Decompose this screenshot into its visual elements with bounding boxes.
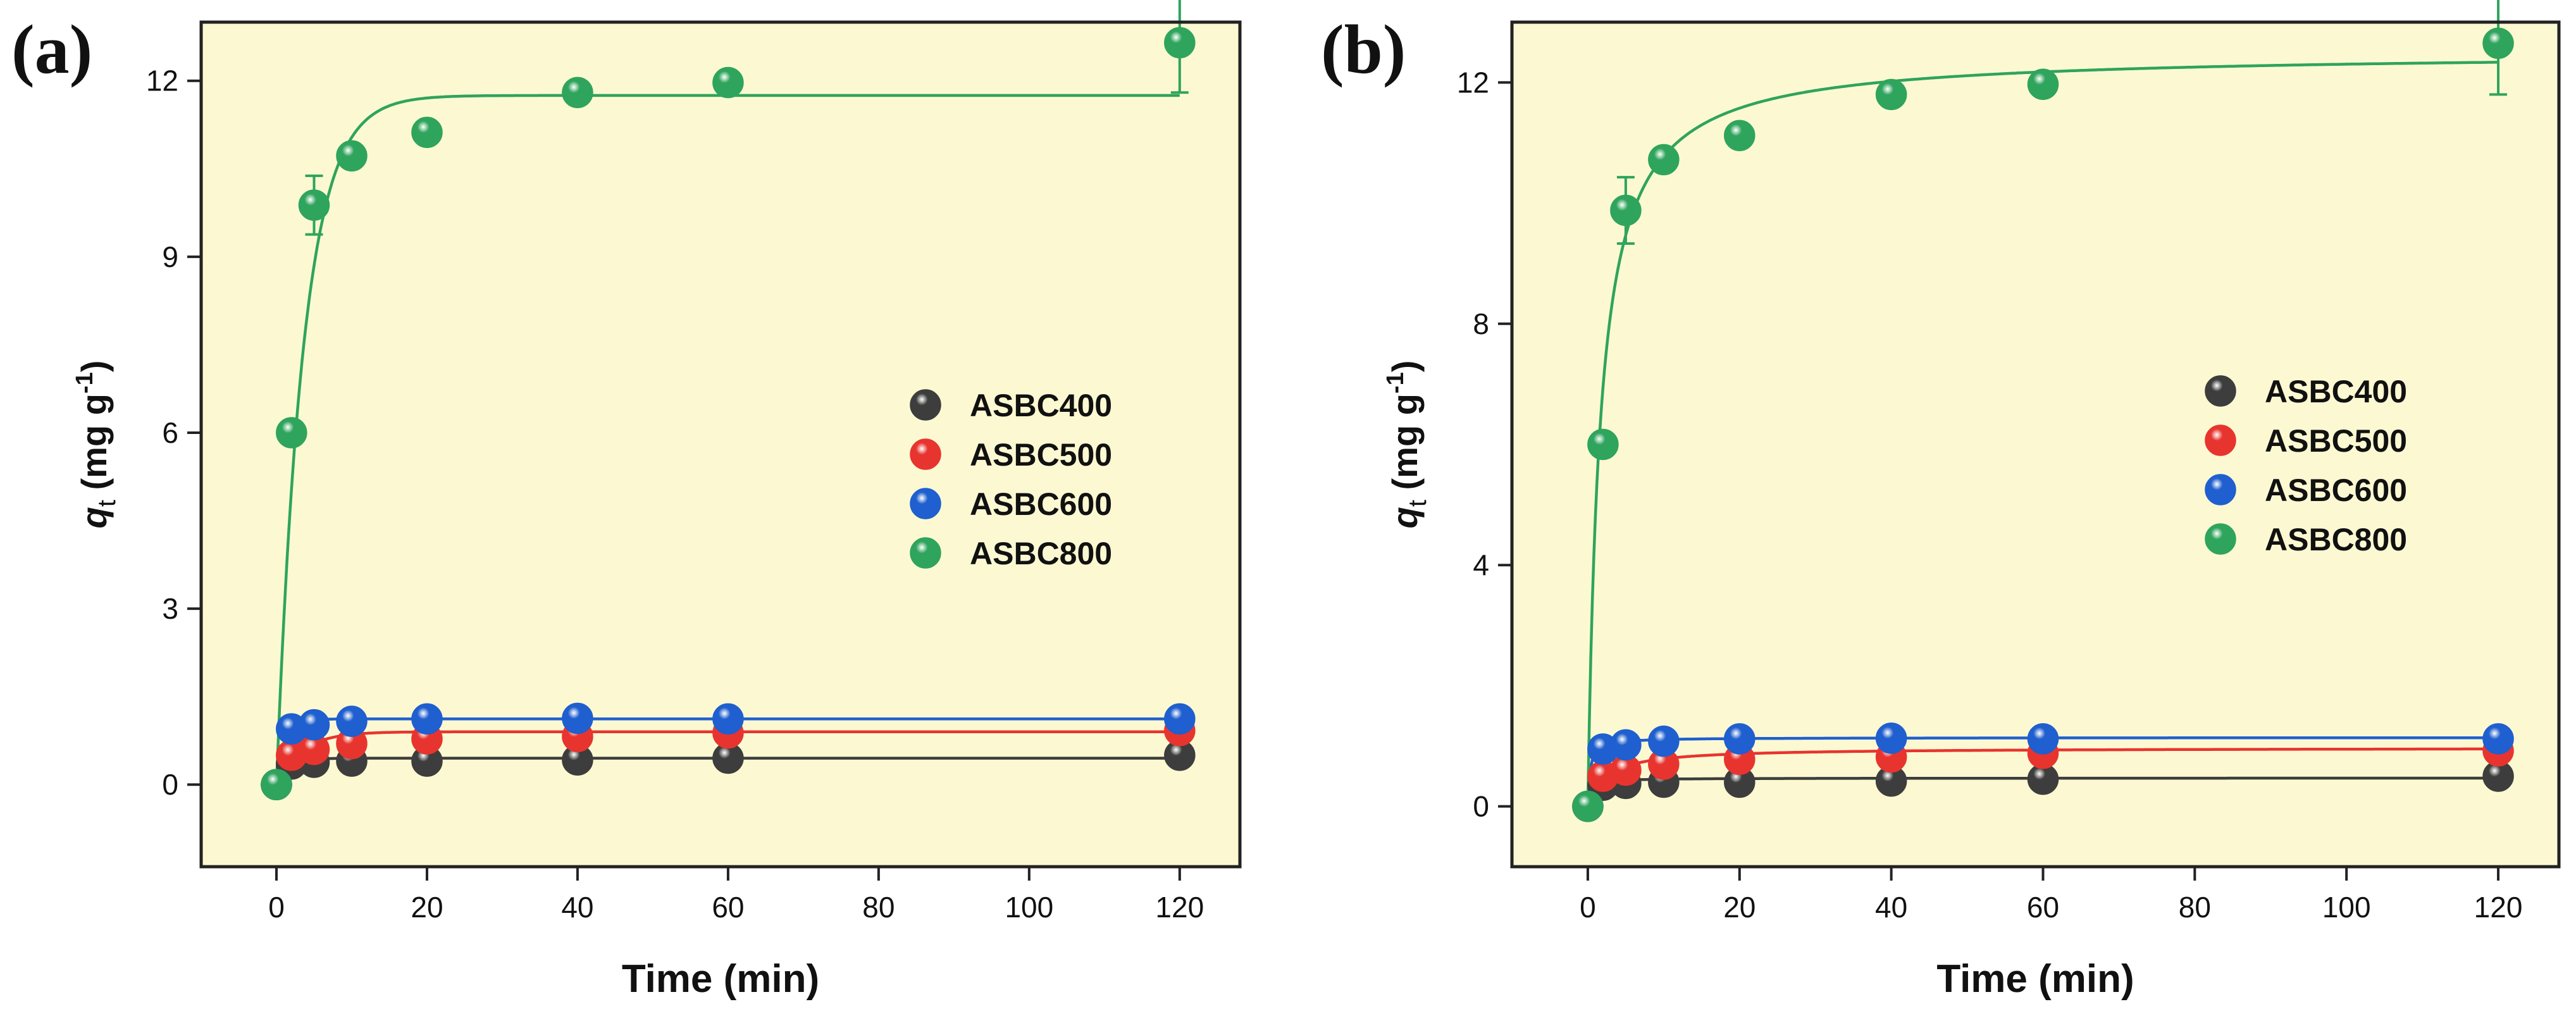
x-tick-label: 100 [2322, 891, 2371, 924]
y-label-subscript: t [1404, 500, 1432, 507]
data-point [562, 77, 593, 108]
y-tick-label: 8 [1473, 307, 1489, 340]
legend-label-asbc400: ASBC400 [2265, 374, 2407, 409]
legend-label-asbc400: ASBC400 [970, 388, 1112, 423]
data-point [1587, 428, 1619, 461]
data-point [2027, 723, 2059, 755]
data-point [712, 703, 744, 735]
y-label-subscript: t [93, 500, 121, 507]
panel-label: (b) [1321, 11, 1406, 88]
y-tick-label: 0 [1473, 790, 1489, 823]
y-label-unit: (mg g [74, 393, 114, 500]
legend-marker-asbc500 [2205, 424, 2236, 456]
data-point [261, 769, 292, 800]
axes-frame [1510, 20, 2561, 869]
legend-marker-asbc600 [2205, 474, 2236, 505]
data-point [298, 189, 330, 221]
chart-panel-a: 0 20 40 60 80 100 120 0 3 6 9 12 Time (min) qt (mg g-… [11, 0, 1242, 1001]
x-tick-label: 20 [1723, 891, 1756, 924]
data-point [712, 66, 744, 99]
y-label-symbol: q [74, 507, 114, 528]
data-point [411, 703, 443, 735]
x-tick-label: 20 [411, 891, 443, 924]
data-point [276, 417, 307, 449]
x-tick-label: 0 [268, 891, 285, 924]
data-point [1875, 722, 1907, 754]
legend-label-asbc800: ASBC800 [2265, 522, 2407, 557]
y-tick-label: 6 [162, 416, 178, 449]
legend-label-asbc500: ASBC500 [2265, 423, 2407, 459]
data-point [1610, 194, 1642, 226]
data-point [336, 705, 368, 737]
y-label-superscript: -1 [71, 372, 98, 393]
x-tick-label: 40 [561, 891, 593, 924]
data-point [298, 709, 330, 741]
y-tick-label: 4 [1473, 548, 1489, 581]
data-point [562, 702, 593, 734]
chart-panel-b: 0 20 40 60 80 100 120 0 4 8 12 Time (min) qt (mg g-1… [1321, 0, 2561, 1001]
series-asbc800 [261, 27, 1196, 800]
y-label-symbol: q [1385, 507, 1425, 528]
legend-marker-asbc400 [910, 389, 941, 421]
x-axis-label: Time (min) [1936, 957, 2134, 1001]
data-point [336, 140, 368, 172]
axes-frame [199, 20, 1242, 869]
data-point [1610, 729, 1642, 761]
x-tick-label: 60 [2027, 891, 2059, 924]
data-point [1724, 120, 1756, 152]
y-axis-label: qt (mg g-1) [71, 361, 121, 529]
x-tick-label: 60 [712, 891, 744, 924]
data-point [1164, 27, 1196, 59]
data-point [2482, 723, 2514, 755]
legend-label-asbc600: ASBC600 [2265, 473, 2407, 508]
y-axis-label: qt (mg g-1) [1382, 361, 1432, 529]
y-tick-label: 12 [146, 65, 178, 97]
y-label-unit: (mg g [1385, 393, 1425, 500]
legend-marker-asbc800 [910, 537, 941, 569]
y-tick-label: 9 [162, 240, 178, 273]
data-point [411, 116, 443, 149]
legend: ASBC400 ASBC500 ASBC600 ASBC800 [910, 388, 1112, 571]
y-label-unit-close: ) [1385, 361, 1425, 373]
legend-marker-asbc600 [910, 488, 941, 519]
data-point [1648, 144, 1680, 176]
x-tick-label: 80 [862, 891, 895, 924]
legend-marker-asbc400 [2205, 375, 2236, 407]
x-tick-label: 120 [2474, 891, 2523, 924]
x-axis-label: Time (min) [622, 957, 819, 1001]
data-point [1875, 78, 1907, 111]
y-label-unit-close: ) [74, 361, 114, 373]
legend: ASBC400 ASBC500 ASBC600 ASBC800 [2205, 374, 2407, 557]
data-point [2482, 27, 2514, 59]
y-label-superscript: -1 [1382, 372, 1409, 393]
x-tick-label: 0 [1580, 891, 1596, 924]
series-asbc800 [1572, 27, 2514, 822]
panel-label: (a) [11, 11, 92, 88]
x-tick-label: 80 [2179, 891, 2211, 924]
data-point [1164, 703, 1196, 735]
data-point [1572, 790, 1604, 822]
legend-marker-asbc800 [2205, 523, 2236, 555]
legend-label-asbc500: ASBC500 [970, 437, 1112, 473]
x-tick-label: 40 [1875, 891, 1907, 924]
y-tick-label: 3 [162, 592, 178, 625]
legend-marker-asbc500 [910, 438, 941, 470]
data-point [1724, 723, 1756, 755]
y-tick-label: 0 [162, 768, 178, 801]
x-tick-label: 120 [1155, 891, 1204, 924]
x-tick-label: 100 [1005, 891, 1053, 924]
legend-label-asbc800: ASBC800 [970, 536, 1112, 571]
data-point [1648, 725, 1680, 757]
y-tick-label: 12 [1457, 66, 1489, 99]
legend-label-asbc600: ASBC600 [970, 486, 1112, 522]
data-point [2027, 68, 2059, 100]
